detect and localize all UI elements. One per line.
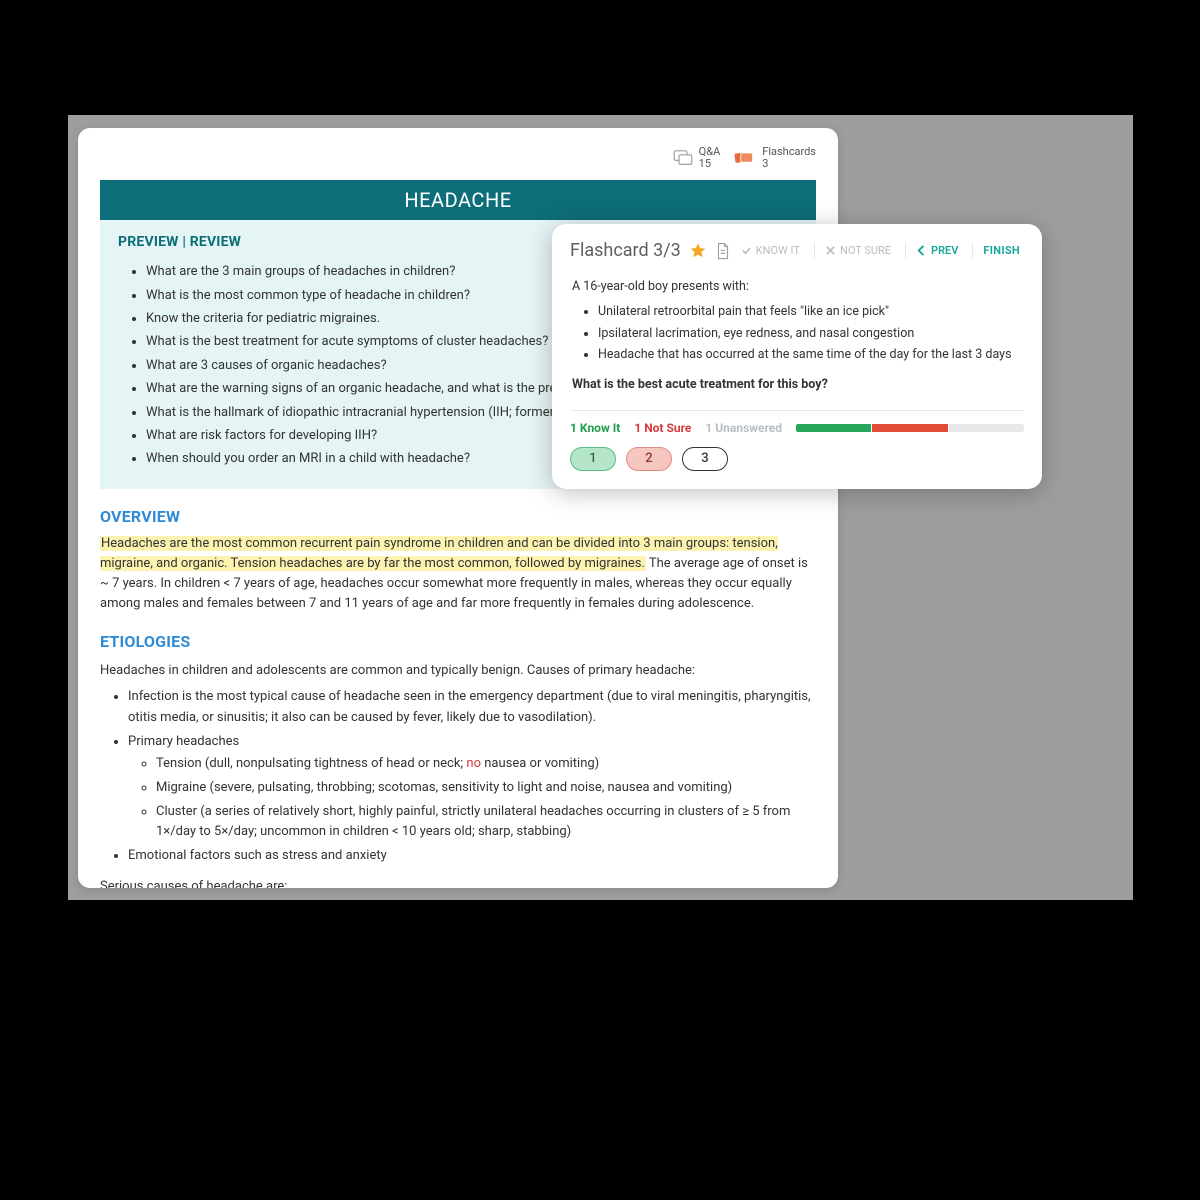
etiologies-heading: ETIOLOGIES bbox=[100, 632, 816, 651]
flashcard-header: Flashcard 3/3 KNOW IT NOT SURE bbox=[570, 240, 1024, 273]
pill-3[interactable]: 3 bbox=[682, 447, 728, 471]
article-topbar: Q&A 15 Flashcards 3 bbox=[100, 146, 816, 170]
etiologies-sub-bullet: Cluster (a series of relatively short, h… bbox=[156, 802, 816, 842]
finish-button[interactable]: FINISH bbox=[972, 242, 1024, 259]
stat-unanswered: 1 Unanswered bbox=[705, 421, 782, 435]
chevron-left-icon bbox=[916, 245, 927, 256]
stat-know-it: 1 Know It bbox=[570, 421, 620, 435]
flashcards-counter[interactable]: Flashcards 3 bbox=[734, 146, 816, 170]
flashcard-title: Flashcard 3/3 bbox=[570, 240, 681, 261]
etiologies-section: ETIOLOGIES Headaches in children and ado… bbox=[100, 632, 816, 888]
flashcard-stem: A 16-year-old boy presents with: bbox=[572, 277, 1022, 296]
flashcards-label: Flashcards bbox=[762, 146, 816, 158]
serious-intro: Serious causes of headache are: bbox=[100, 877, 816, 888]
pill-2[interactable]: 2 bbox=[626, 447, 672, 471]
flashcard-stats: 1 Know It 1 Not Sure 1 Unanswered bbox=[570, 421, 1024, 435]
stat-not-sure: 1 Not Sure bbox=[634, 421, 691, 435]
pill-1[interactable]: 1 bbox=[570, 447, 616, 471]
star-icon[interactable] bbox=[689, 242, 707, 260]
prev-button[interactable]: PREV bbox=[905, 242, 962, 259]
progress-red bbox=[872, 424, 947, 432]
qa-icon bbox=[673, 150, 693, 166]
etiologies-sub-bullet: Tension (dull, nonpulsating tightness of… bbox=[156, 754, 816, 774]
etiologies-bullet: Emotional factors such as stress and anx… bbox=[128, 846, 816, 866]
etiologies-bullet: Primary headaches Tension (dull, nonpuls… bbox=[128, 732, 816, 843]
flashcard-body: A 16-year-old boy presents with: Unilate… bbox=[570, 273, 1024, 408]
flashcards-count: 3 bbox=[762, 158, 816, 170]
document-icon[interactable] bbox=[715, 242, 731, 260]
article-title-bar: HEADACHE bbox=[100, 180, 816, 220]
flashcard-bullet: Unilateral retroorbital pain that feels … bbox=[598, 302, 1022, 321]
etiologies-sub-bullet: Migraine (severe, pulsating, throbbing; … bbox=[156, 778, 816, 798]
flashcard-panel: Flashcard 3/3 KNOW IT NOT SURE bbox=[552, 224, 1042, 489]
check-icon bbox=[741, 245, 752, 256]
flashcard-bullet: Headache that has occurred at the same t… bbox=[598, 345, 1022, 364]
etiologies-intro: Headaches in children and adolescents ar… bbox=[100, 661, 816, 681]
etiologies-bullet-label: Primary headaches bbox=[128, 734, 239, 749]
not-sure-button[interactable]: NOT SURE bbox=[814, 242, 895, 259]
flashcard-actions: KNOW IT NOT SURE PREV FINISH bbox=[741, 242, 1024, 259]
red-no: no bbox=[466, 756, 481, 771]
qa-counter[interactable]: Q&A 15 bbox=[673, 146, 721, 170]
progress-gray bbox=[949, 424, 1024, 432]
overview-heading: OVERVIEW bbox=[100, 507, 816, 526]
divider bbox=[570, 410, 1024, 411]
qa-count: 15 bbox=[699, 158, 721, 170]
progress-bar bbox=[796, 424, 1024, 432]
flashcard-question: What is the best acute treatment for thi… bbox=[572, 375, 1022, 394]
flashcard-bullet: Ipsilateral lacrimation, eye redness, an… bbox=[598, 324, 1022, 343]
etiologies-bullet: Infection is the most typical cause of h… bbox=[128, 687, 816, 727]
know-it-button[interactable]: KNOW IT bbox=[741, 242, 804, 259]
x-icon bbox=[825, 245, 836, 256]
overview-paragraph: Headaches are the most common recurrent … bbox=[100, 534, 816, 615]
progress-green bbox=[796, 424, 871, 432]
flashcards-icon bbox=[734, 150, 756, 166]
article-title: HEADACHE bbox=[404, 188, 511, 212]
flashcard-pill-nav: 1 2 3 bbox=[570, 447, 1024, 471]
